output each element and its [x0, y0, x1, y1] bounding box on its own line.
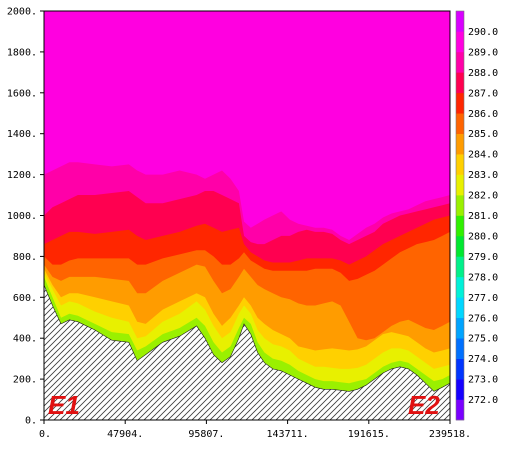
colorbar-label: 272.0 — [468, 395, 498, 406]
colorbar-swatch — [456, 235, 464, 257]
colorbar-label: 280.0 — [468, 231, 498, 242]
colorbar-border — [455, 10, 465, 421]
colorbar-label: 286.0 — [468, 109, 498, 120]
x-tick-label: 47904. — [107, 429, 143, 440]
colorbar-swatch — [456, 51, 464, 73]
y-tick-label: 1200. — [7, 170, 37, 181]
x-tick-label: 95807. — [188, 429, 224, 440]
colorbar-swatch — [456, 174, 464, 196]
endpoint-label-e1: E1 — [48, 390, 80, 420]
colorbar-label: 275.0 — [468, 334, 498, 345]
colorbar-swatch — [456, 297, 464, 319]
x-axis: 0. 47904. 95807. 143711. 191615. 239518. — [39, 420, 471, 440]
colorbar-label: 287.0 — [468, 88, 498, 99]
y-tick-label: 2000. — [7, 7, 37, 18]
colorbar-label: 279.0 — [468, 252, 498, 263]
y-tick-label: 800. — [13, 252, 37, 263]
colorbar-swatch — [456, 195, 464, 216]
terrain-layer — [44, 284, 450, 420]
y-tick-label: 1800. — [7, 47, 37, 58]
colorbar-swatch — [456, 113, 464, 134]
x-tick-label: 0. — [39, 429, 51, 440]
colorbar-label: 285.0 — [468, 129, 498, 140]
colorbar-swatch — [456, 379, 464, 400]
colorbar-label: 278.0 — [468, 272, 498, 283]
x-tick-label: 143711. — [267, 429, 309, 440]
colorbar-swatch — [456, 399, 464, 421]
terrain-profile — [44, 284, 450, 420]
colorbar-swatch — [456, 154, 464, 175]
colorbar-label: 273.0 — [468, 375, 498, 386]
colorbar-swatch — [456, 358, 464, 380]
colorbar-swatch — [456, 31, 464, 53]
colorbar-label: 282.0 — [468, 191, 498, 202]
colorbar-swatch — [456, 92, 464, 114]
colorbar-label: 277.0 — [468, 293, 498, 304]
colorbar-swatch — [456, 317, 464, 339]
colorbar-swatch — [456, 338, 464, 359]
colorbar-swatch — [456, 276, 464, 298]
y-tick-label: 1000. — [7, 211, 37, 222]
x-tick-label: 191615. — [348, 429, 390, 440]
y-tick-label: 400. — [13, 334, 37, 345]
y-tick-label: 1400. — [7, 129, 37, 140]
colorbar-swatch — [456, 72, 464, 94]
colorbar-label: 276.0 — [468, 313, 498, 324]
colorbar-swatch — [456, 133, 464, 155]
colorbar-label: 281.0 — [468, 211, 498, 222]
y-tick-label: 0. — [25, 416, 37, 427]
colorbar-swatch — [456, 215, 464, 237]
y-tick-label: 200. — [13, 375, 37, 386]
endpoint-label-e2: E2 — [408, 390, 440, 420]
y-axis: 0. 200. 400. 600. 800. 1000. 1200. 1400. 1600. 18… — [7, 7, 44, 427]
y-tick-label: 600. — [13, 293, 37, 304]
colorbar-label: 284.0 — [468, 150, 498, 161]
colorbar-swatch — [456, 11, 464, 32]
colorbar-label: 289.0 — [468, 47, 498, 58]
colorbar-label: 283.0 — [468, 170, 498, 181]
colorbar: 272.0 273.0 274.0 275.0 276.0 277.0 278.0 279.0… — [455, 10, 498, 421]
colorbar-swatch — [456, 256, 464, 278]
colorbar-label: 288.0 — [468, 68, 498, 79]
colorbar-label: 274.0 — [468, 354, 498, 365]
x-tick-label: 239518. — [429, 429, 471, 440]
colorbar-label: 290.0 — [468, 27, 498, 38]
y-tick-label: 1600. — [7, 88, 37, 99]
